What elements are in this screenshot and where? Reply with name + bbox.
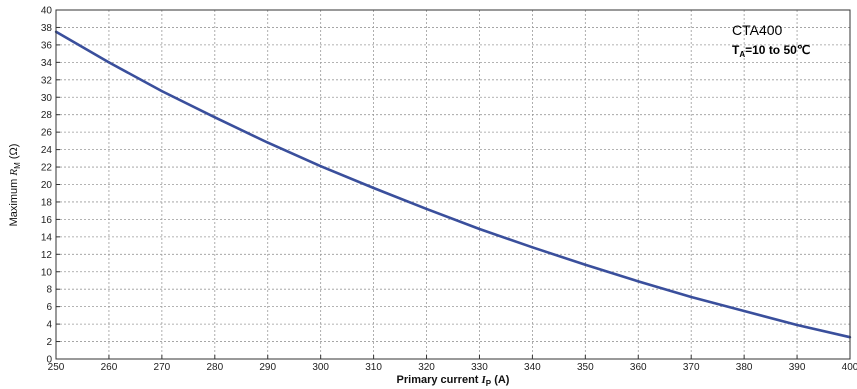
y-tick-label: 2 [46,337,52,348]
x-tick-label: 280 [206,362,223,373]
data-point [372,186,375,190]
y-tick-label: 24 [41,145,53,156]
y-tick-label: 26 [41,128,53,139]
y-tick-label: 20 [41,180,53,191]
x-tick-label: 260 [101,362,118,373]
y-axis-label: Maximum RM (Ω) [8,144,22,227]
data-point [160,89,164,93]
y-tick-label: 32 [41,75,53,86]
y-tick-label: 40 [41,6,53,17]
x-tick-label: 270 [154,362,171,373]
x-tick-label: 370 [683,362,700,373]
x-tick-label: 250 [48,362,65,373]
y-tick-label: 14 [41,232,53,243]
y-tick-label: 22 [41,163,53,174]
data-point [107,61,111,64]
x-tick-label: 390 [789,362,806,373]
plot-frame [55,9,851,360]
annotation-model: CTA400 [732,22,783,38]
annotation-temperature: TA=10 to 50℃ [732,43,810,59]
y-tick-label: 12 [41,250,53,261]
data-point [742,309,746,313]
y-tick-label: 28 [41,110,53,121]
y-tick-label: 10 [41,267,53,278]
x-tick-label: 350 [577,362,594,373]
x-tick-labels: 250 260 270 280 290 300 310 320 330 340 350 360 370 3… [48,362,857,373]
y-tick-label: 36 [41,40,53,51]
data-point [584,263,587,266]
data-point [478,227,481,231]
x-tick-label: 360 [630,362,647,373]
y-tick-label: 16 [41,215,53,226]
data-point [690,295,693,299]
data-point [319,164,322,168]
y-tick-label: 18 [41,197,53,208]
y-tick-label: 34 [41,58,53,69]
data-point [637,280,640,283]
x-tick-label: 310 [365,362,382,373]
data-point [795,323,799,327]
y-tick-label: 8 [46,285,52,296]
data-point [213,116,216,119]
y-tick-label: 6 [46,302,52,313]
series-line [55,30,851,339]
grid [55,9,851,360]
x-tick-label: 400 [842,362,857,373]
x-tick-label: 380 [736,362,753,373]
data-point [531,246,534,249]
x-tick-label: 300 [312,362,329,373]
x-axis-label: Primary current IP (A) [397,374,510,388]
x-tick-label: 340 [524,362,541,373]
x-tick-label: 330 [471,362,488,373]
x-tick-label: 320 [418,362,435,373]
y-tick-label: 38 [41,23,53,34]
data-point [266,141,269,144]
y-tick-label: 30 [41,93,53,104]
y-tick-label: 4 [46,320,52,331]
y-tick-label: 0 [46,355,52,366]
data-point [425,207,428,211]
x-tick-label: 290 [259,362,276,373]
